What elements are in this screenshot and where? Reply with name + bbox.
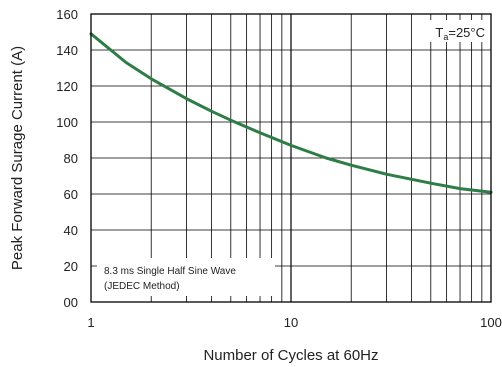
temperature-note: Ta=25°C (435, 25, 485, 42)
y-tick-label: 80 (64, 151, 78, 166)
temperature-note-prefix: T (435, 25, 443, 40)
annotation-line-1: 8.3 ms Single Half Sine Wave (104, 266, 236, 277)
x-tick-label: 100 (480, 315, 502, 330)
temperature-note-box (423, 20, 487, 42)
y-tick-label: 100 (56, 115, 78, 130)
x-axis-label: Number of Cycles at 60Hz (203, 347, 378, 364)
annotation-box (97, 258, 275, 296)
temperature-note-subscript: a (443, 32, 448, 42)
series-line (89, 32, 493, 194)
y-tick-label: 60 (64, 187, 78, 202)
y-tick-label: 140 (56, 43, 78, 58)
y-tick-label: 40 (64, 223, 78, 238)
grid-lines (91, 14, 491, 302)
temperature-note-suffix: =25°C (448, 25, 485, 40)
y-tick-labels: 00 20 40 60 80 100 120 140 160 (56, 7, 78, 310)
y-tick-label: 00 (64, 295, 78, 310)
x-tick-label: 10 (284, 315, 298, 330)
y-tick-label: 160 (56, 7, 78, 22)
x-tick-labels: 1 10 100 (87, 315, 501, 330)
annotation-line-2: (JEDEC Method) (104, 281, 180, 292)
y-tick-label: 20 (64, 259, 78, 274)
x-tick-label: 1 (87, 315, 94, 330)
y-tick-label: 120 (56, 79, 78, 94)
y-axis-label: Peak Forward Surage Current (A) (9, 46, 26, 270)
series-layer (89, 32, 493, 194)
plot-frame (90, 13, 492, 303)
